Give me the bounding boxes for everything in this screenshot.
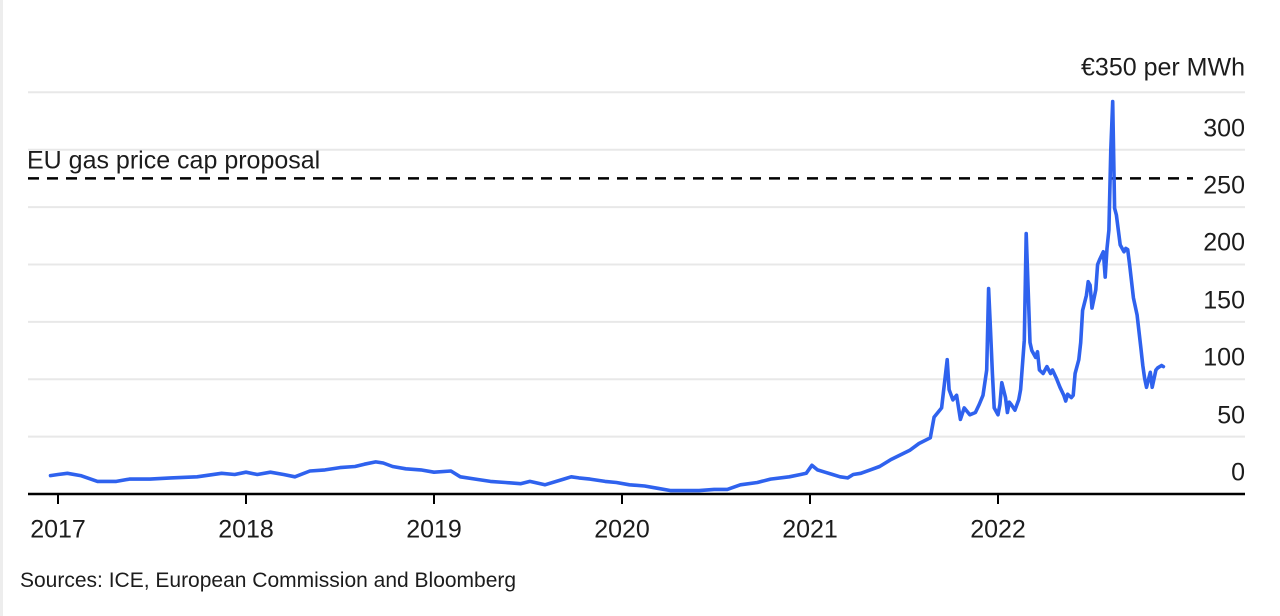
y-tick-label: 200	[1193, 228, 1245, 258]
x-tick-label: 2019	[406, 515, 462, 544]
x-tick-label: 2021	[782, 515, 838, 544]
price-line	[48, 99, 1166, 493]
y-tick-label: 0	[1221, 458, 1245, 488]
y-tick-label: 250	[1193, 171, 1245, 201]
x-tick-label: 2018	[218, 515, 274, 544]
y-tick-label: 150	[1193, 286, 1245, 316]
y-tick-label: 300	[1193, 114, 1245, 144]
page-edge-strip	[0, 0, 3, 616]
y-axis-unit-label: €350 per MWh	[1081, 53, 1245, 82]
sources-note: Sources: ICE, European Commission and Bl…	[20, 569, 517, 592]
x-tick-label: 2017	[30, 515, 86, 544]
y-tick-label: 100	[1193, 343, 1245, 373]
cap-line-annotation: EU gas price cap proposal	[27, 146, 321, 175]
y-tick-label: 50	[1207, 401, 1245, 431]
x-tick-label: 2020	[594, 515, 650, 544]
x-tick-label: 2022	[970, 515, 1026, 544]
